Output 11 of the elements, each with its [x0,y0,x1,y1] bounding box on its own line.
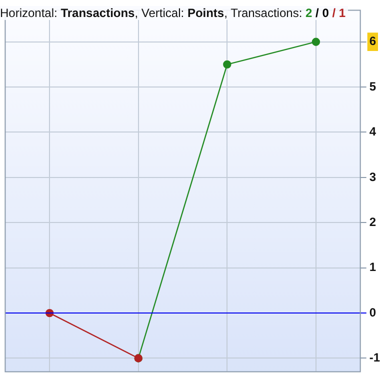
point [312,38,320,46]
y-tick-label: 4 [369,124,376,139]
y-tick-label: -1 [369,350,380,365]
y-tick-label: 1 [369,260,376,274]
point [223,60,232,69]
y-tick-label: 2 [369,214,376,229]
chart-title: Horizontal: Transactions, Vertical: Points, Transactions: 2 / 0 / 1 [0,6,346,20]
y-tick-label: 5 [369,79,376,94]
y-tick-label: 3 [369,170,376,184]
y-tick-label: 0 [369,305,376,320]
y-tick-label: 6 [369,34,376,48]
